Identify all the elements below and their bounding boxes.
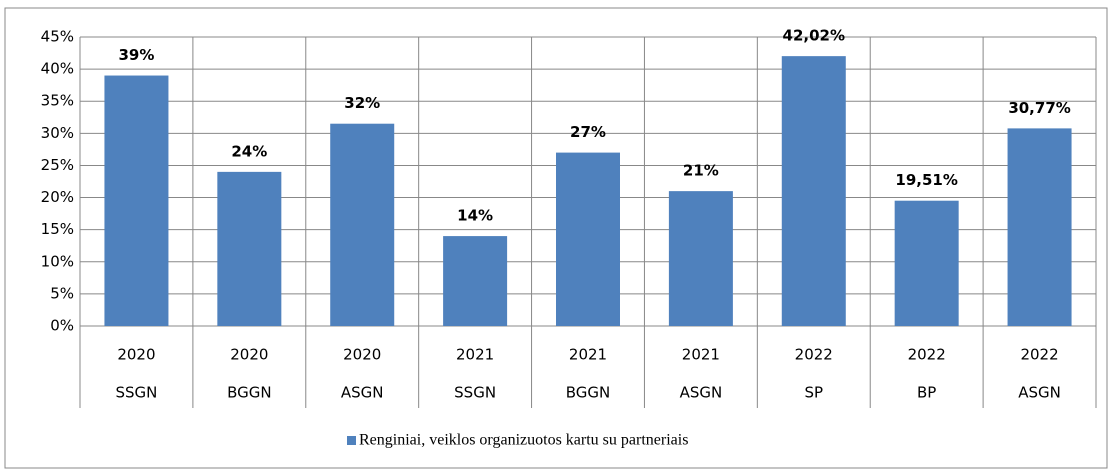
- x-group-label: ASGN: [680, 384, 723, 402]
- bar: [894, 200, 959, 326]
- y-tick-label: 25%: [41, 156, 74, 174]
- bar: [217, 171, 282, 326]
- data-label: 27%: [570, 123, 606, 141]
- x-group-label: ASGN: [341, 384, 384, 402]
- y-tick-label: 35%: [41, 92, 74, 110]
- x-tick-label: 2020: [230, 346, 268, 364]
- x-group-label: SSGN: [115, 384, 157, 402]
- x-tick-label: 2021: [569, 346, 607, 364]
- bar: [104, 75, 169, 327]
- x-tick-label: 2022: [795, 346, 833, 364]
- data-label: 14%: [457, 207, 493, 225]
- y-tick-label: 5%: [50, 284, 74, 302]
- y-tick-label: 15%: [41, 220, 74, 238]
- x-group-label: SSGN: [454, 384, 496, 402]
- x-tick-label: 2022: [1020, 346, 1058, 364]
- legend-label: Renginiai, veiklos organizuotos kartu su…: [359, 432, 688, 449]
- bar: [443, 236, 508, 326]
- x-tick-label: 2022: [908, 346, 946, 364]
- data-label: 30,77%: [1008, 99, 1070, 117]
- data-label: 24%: [231, 142, 267, 160]
- y-tick-label: 30%: [41, 124, 74, 142]
- data-label: 19,51%: [895, 171, 957, 189]
- data-label: 39%: [118, 46, 154, 64]
- data-label: 32%: [344, 94, 380, 112]
- bar: [781, 56, 846, 327]
- y-tick-label: 40%: [41, 60, 74, 78]
- bar: [330, 123, 395, 326]
- data-label: 42,02%: [783, 27, 845, 45]
- y-tick-label: 20%: [41, 188, 74, 206]
- x-group-label: BP: [917, 384, 936, 402]
- y-tick-label: 10%: [41, 252, 74, 270]
- x-tick-label: 2020: [343, 346, 381, 364]
- x-tick-label: 2021: [682, 346, 720, 364]
- x-group-label: SP: [804, 384, 823, 402]
- bar: [668, 191, 733, 326]
- bar: [1007, 128, 1072, 326]
- y-tick-label: 45%: [41, 28, 74, 46]
- x-group-label: BGGN: [566, 384, 611, 402]
- data-label: 21%: [683, 162, 719, 180]
- bar: [556, 152, 620, 326]
- x-tick-label: 2020: [117, 346, 155, 364]
- x-group-label: ASGN: [1018, 384, 1061, 402]
- x-tick-label: 2021: [456, 346, 494, 364]
- legend-swatch: [347, 436, 356, 445]
- y-tick-label: 0%: [50, 317, 74, 335]
- x-group-label: BGGN: [227, 384, 272, 402]
